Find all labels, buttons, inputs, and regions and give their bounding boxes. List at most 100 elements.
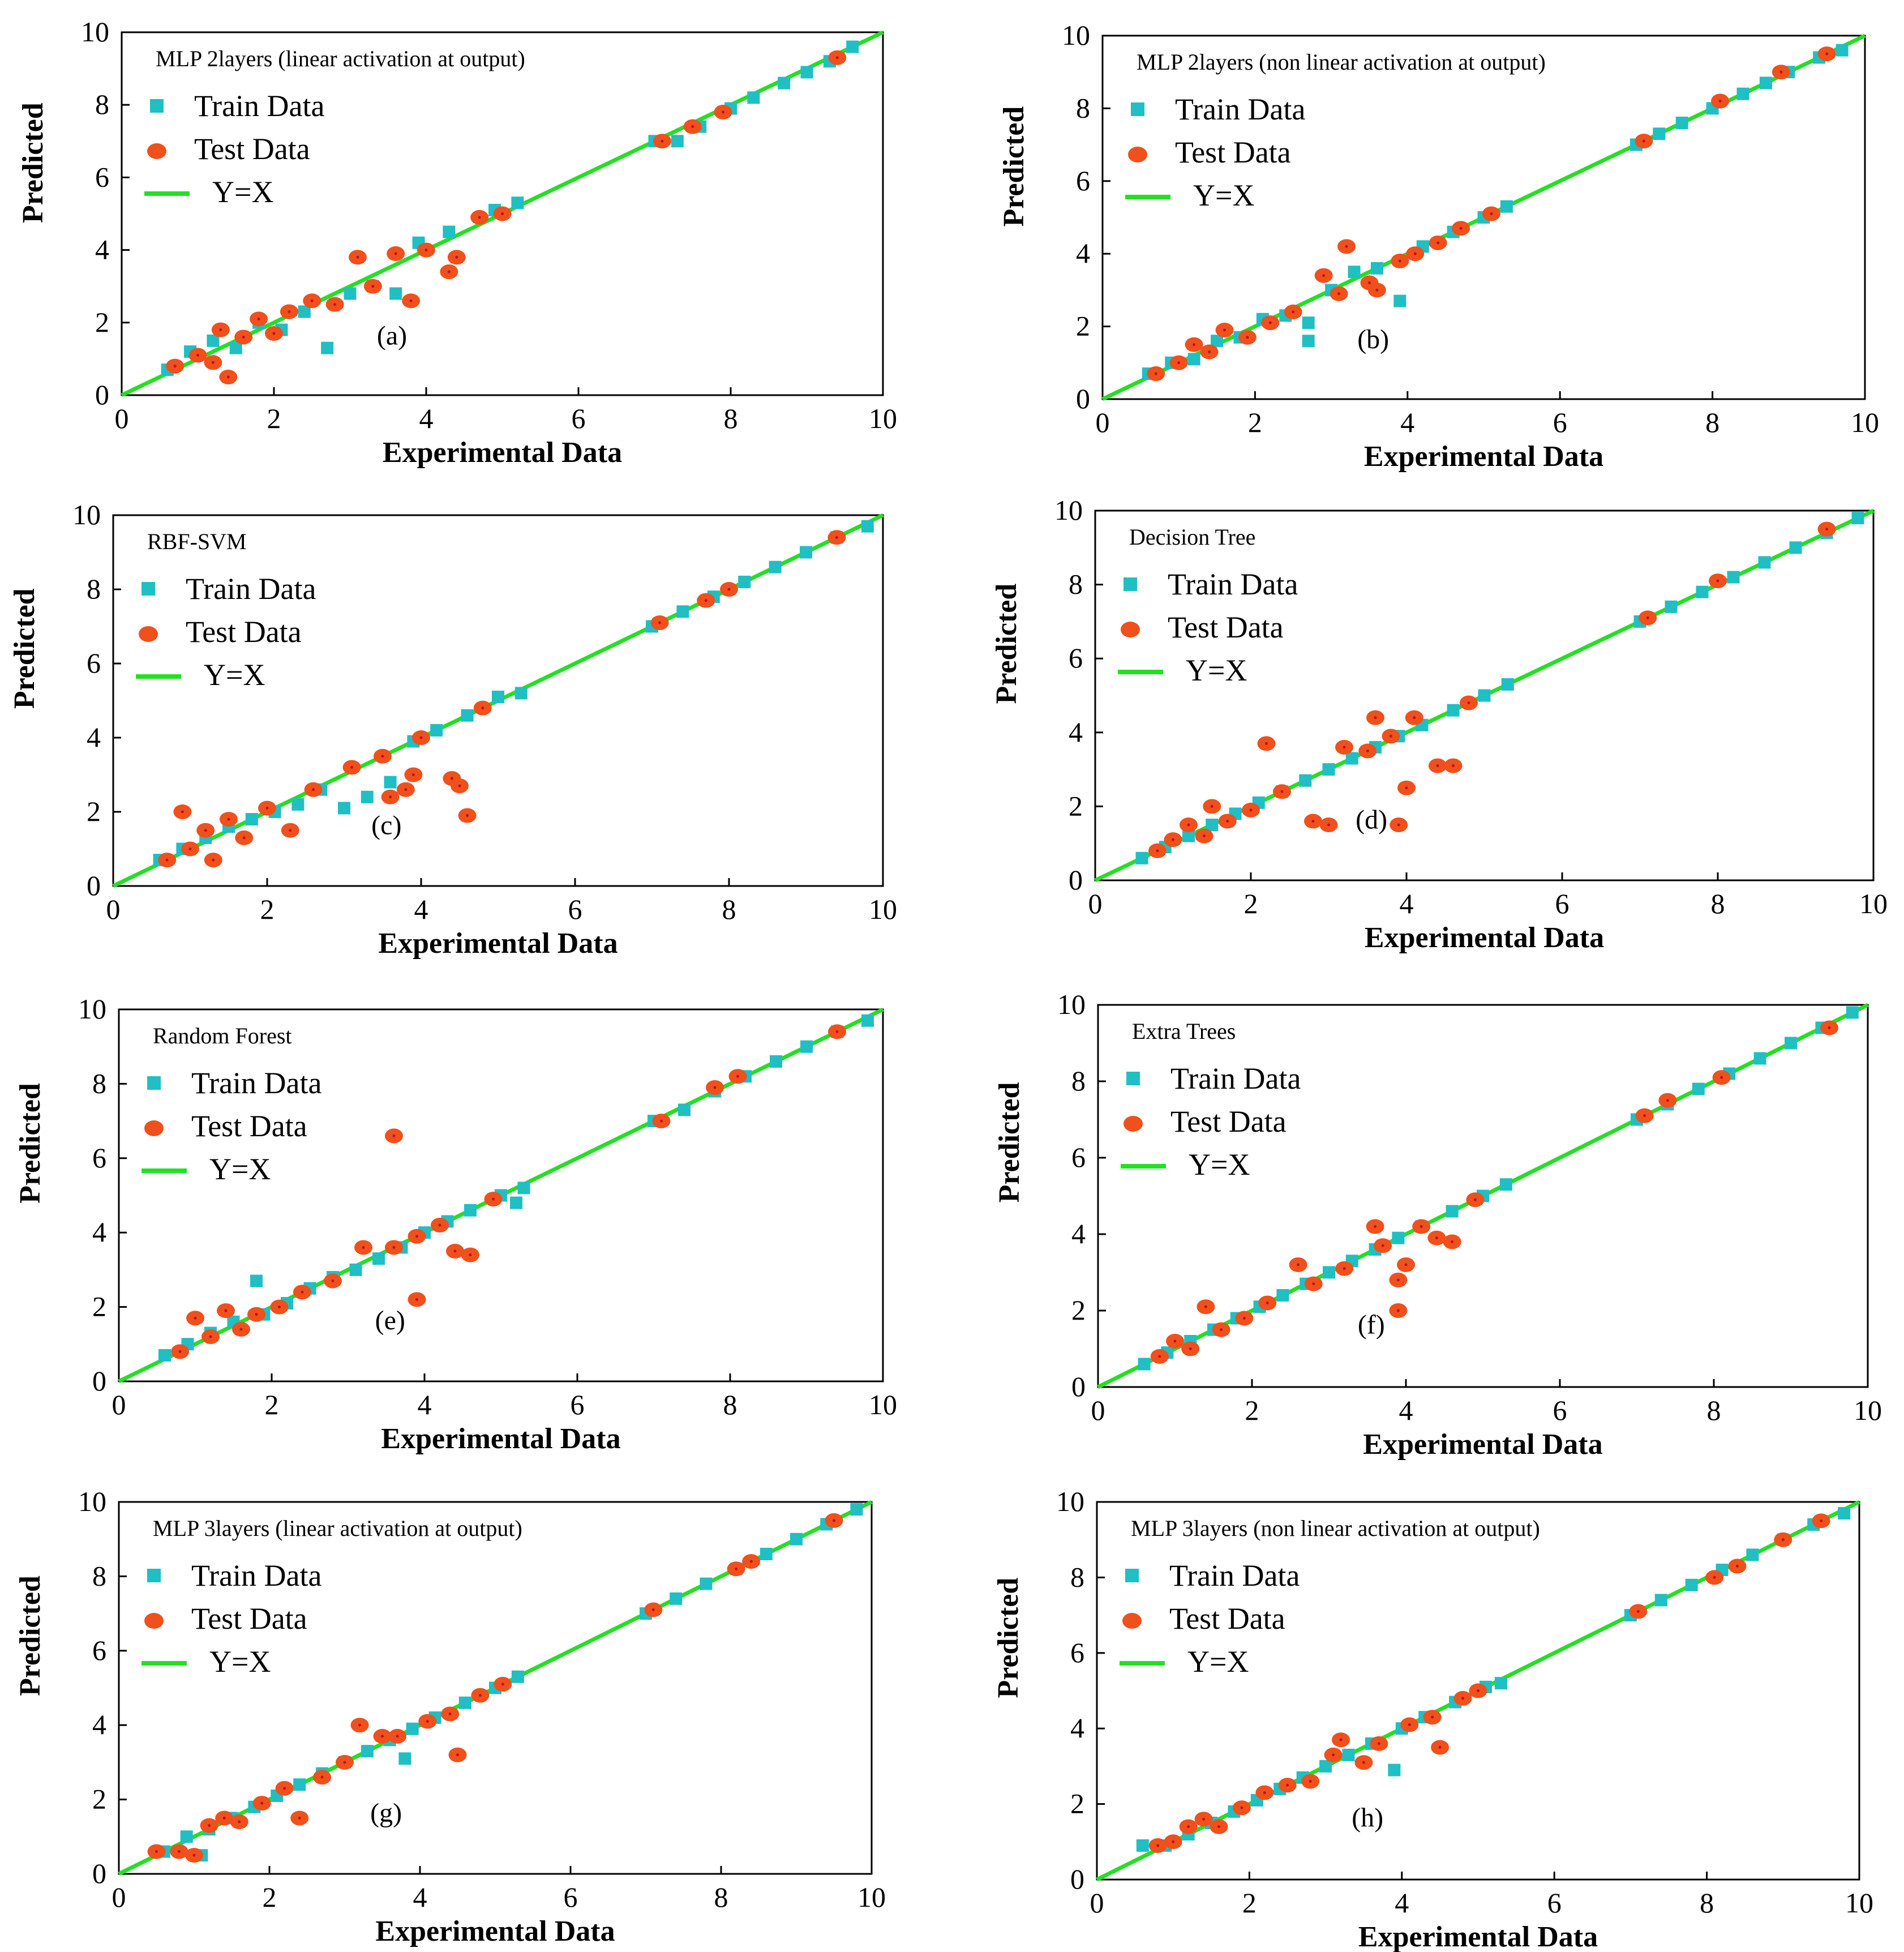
train-point — [1499, 1178, 1512, 1191]
test-point-center — [242, 836, 246, 840]
test-point-center — [1828, 1026, 1831, 1029]
train-point — [1211, 335, 1224, 348]
x-tick-label: 2 — [1242, 1887, 1257, 1919]
x-tick-label: 0 — [112, 1881, 126, 1913]
x-tick-label: 0 — [112, 1389, 126, 1420]
panel-f: 0 2 4 6 8 10 0 2 4 6 8 10 Experimental Data Predicted… — [993, 988, 1882, 1461]
panel-e: 0 2 4 6 8 10 0 2 4 6 8 10 Experimental Data Predicted… — [14, 993, 897, 1455]
train-point — [511, 196, 524, 209]
legend-test-marker — [144, 1613, 164, 1629]
train-point — [1789, 541, 1802, 554]
test-point-center — [1390, 734, 1392, 738]
panel-d: 0 2 4 6 8 10 0 2 4 6 8 10 Experimental Data Predicted… — [990, 494, 1888, 954]
x-tick-label: 8 — [1705, 406, 1719, 438]
test-point-center — [227, 817, 230, 821]
legend-line-label: Y=X — [204, 658, 265, 692]
y-tick-label: 0 — [92, 1857, 106, 1889]
test-point-center — [356, 255, 359, 259]
train-point — [861, 520, 874, 533]
x-tick-label: 0 — [106, 893, 121, 925]
test-point-center — [1720, 1076, 1723, 1079]
test-point-center — [1405, 786, 1408, 790]
train-point — [1447, 704, 1460, 717]
x-tick-label: 10 — [869, 403, 897, 434]
plot-frame — [118, 1501, 873, 1875]
panel-title: Extra Trees — [1132, 1018, 1236, 1044]
test-point-center — [661, 139, 664, 143]
y-tick-label: 4 — [92, 1709, 106, 1740]
train-point — [398, 1752, 411, 1765]
train-point — [1478, 689, 1491, 702]
test-point-center — [1265, 742, 1268, 745]
x-tick-label: 2 — [1245, 1394, 1259, 1426]
test-point-center — [478, 216, 481, 219]
test-point-center — [1366, 749, 1369, 752]
y-axis-label: Predicted — [992, 1578, 1024, 1698]
panel-h: 0 2 4 6 8 10 0 2 4 6 8 10 Experimental Data Predicted… — [992, 1486, 1873, 1952]
test-point-center — [1398, 259, 1401, 263]
train-point — [1696, 585, 1709, 598]
x-tick-label: 10 — [857, 1881, 886, 1913]
train-point — [769, 560, 782, 573]
test-point-center — [658, 621, 662, 624]
test-point-center — [211, 361, 215, 364]
test-point-center — [289, 829, 292, 832]
x-tick-label: 10 — [869, 893, 897, 925]
y-tick-label: 8 — [92, 1560, 106, 1591]
test-point-center — [362, 1245, 365, 1249]
test-point-center — [331, 1279, 335, 1283]
y-tick-label: 2 — [1076, 310, 1090, 342]
x-tick-label: 4 — [1400, 406, 1414, 438]
x-tick-label: 8 — [722, 893, 736, 925]
y-tick-label: 0 — [1070, 1863, 1084, 1895]
test-point-center — [196, 353, 199, 357]
y-tick-label: 10 — [1057, 988, 1086, 1020]
test-point-center — [265, 806, 269, 810]
test-point-center — [1309, 1780, 1312, 1783]
test-point-center — [466, 814, 469, 817]
test-point-center — [492, 1197, 495, 1201]
test-point-center — [226, 375, 230, 379]
x-tick-label: 2 — [267, 403, 281, 434]
test-point-center — [409, 299, 413, 302]
train-point — [1753, 1052, 1766, 1065]
x-tick-label: 4 — [1399, 1394, 1413, 1426]
plot-frame — [112, 514, 884, 887]
panel-letter: (c) — [371, 810, 401, 840]
test-point-center — [1339, 1738, 1343, 1741]
legend-line-label: Y=X — [209, 1152, 271, 1186]
test-point-center — [1642, 139, 1645, 143]
test-point-center — [389, 795, 392, 799]
test-point-center — [1643, 1114, 1646, 1118]
test-point-center — [704, 599, 707, 602]
test-point-center — [1343, 1267, 1346, 1270]
train-point — [361, 790, 374, 803]
y-tick-label: 6 — [1071, 1141, 1086, 1173]
train-point — [1851, 512, 1864, 525]
test-point-center — [209, 1335, 212, 1338]
train-point — [676, 605, 689, 618]
test-point-center — [1226, 820, 1229, 823]
x-tick-label: 10 — [1854, 1394, 1882, 1426]
test-point-center — [1158, 1355, 1161, 1358]
test-point-center — [1311, 820, 1315, 823]
legend-train-label: Train Data — [191, 1559, 322, 1593]
test-point-center — [1666, 1099, 1669, 1102]
test-point-center — [1367, 281, 1371, 285]
legend-test-label: Test Data — [191, 1602, 307, 1636]
train-point — [700, 1577, 713, 1590]
legend-train-label: Train Data — [1175, 92, 1306, 126]
legend-train-marker — [1123, 577, 1137, 591]
y-tick-label: 0 — [1071, 1371, 1086, 1402]
train-point — [492, 690, 504, 703]
legend-train-marker — [147, 1076, 161, 1090]
y-axis-label: Predicted — [993, 1082, 1026, 1203]
panel-g: 0 2 4 6 8 10 0 2 4 6 8 10 Experimental Data Predicted… — [14, 1486, 886, 1947]
test-point-center — [192, 1853, 196, 1857]
train-point — [770, 1055, 782, 1068]
test-point-center — [1396, 1278, 1400, 1282]
train-point — [461, 709, 474, 722]
train-point — [207, 334, 220, 347]
test-point-center — [1242, 1317, 1246, 1320]
train-point — [229, 341, 242, 354]
